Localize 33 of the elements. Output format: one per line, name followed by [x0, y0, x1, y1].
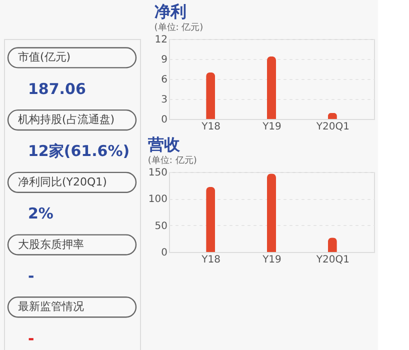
y-tick-label: 100	[148, 194, 168, 206]
text: 机构持股(占流通盘)	[18, 113, 115, 126]
y-tick-label: 150	[148, 168, 168, 178]
text: 市值(亿元)	[18, 50, 71, 64]
y-tick-label: 9	[161, 54, 168, 66]
x-tick-label: Y19	[262, 254, 282, 266]
text: 大股东质押率	[18, 238, 84, 251]
y-tick-label: 0	[161, 248, 168, 258]
x-tick-label: Y19	[262, 122, 282, 132]
text: 净利同比(Y20Q1)	[18, 175, 107, 188]
y-tick-label: 6	[161, 74, 168, 86]
x-tick-label: Y20Q1	[315, 254, 350, 266]
x-tick-label: Y18	[200, 122, 220, 132]
y-tick-label: 50	[154, 220, 168, 232]
x-tick-label: Y18	[200, 254, 220, 266]
y-tick-label: 0	[161, 114, 168, 126]
text: 12家(61.6%)	[28, 142, 130, 160]
bar	[206, 72, 216, 119]
text: -	[28, 266, 34, 285]
x-tick-label: Y20Q1	[315, 122, 350, 132]
y-tick-label: 12	[154, 34, 168, 46]
chart-subtitle: (单位: 亿元)	[148, 155, 197, 166]
chart-title: 净利	[154, 2, 186, 21]
bar	[267, 174, 276, 252]
text: 最新监管情况	[18, 300, 84, 314]
chart-subtitle: (单位: 亿元)	[154, 22, 204, 33]
text: -	[28, 329, 34, 348]
text: 2%	[28, 204, 54, 223]
y-tick-label: 3	[161, 94, 168, 106]
bar	[267, 56, 276, 119]
bar	[206, 186, 216, 252]
text: 187.06	[28, 80, 86, 98]
chart-title: 营收	[146, 135, 181, 154]
